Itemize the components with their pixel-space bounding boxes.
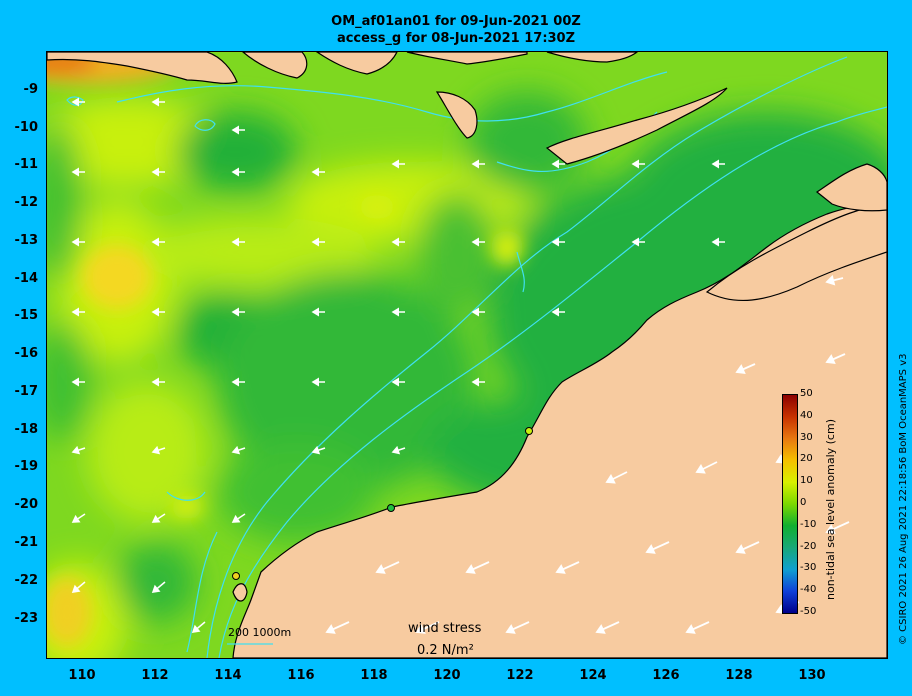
lat-tick-label: -10 bbox=[14, 120, 39, 135]
lat-tick-label: -20 bbox=[14, 497, 39, 512]
colorbar-label: non-tidal sea level anomaly (cm) bbox=[824, 419, 837, 600]
colorbar-tick: -10 bbox=[800, 519, 817, 530]
lat-tick-label: -19 bbox=[14, 459, 39, 474]
lon-tick-label: 120 bbox=[433, 668, 461, 683]
credit-text: © CSIRO 2021 26 Aug 2021 22:18:56 BoM Oc… bbox=[898, 353, 909, 646]
lat-tick-label: -13 bbox=[14, 233, 39, 248]
land-mass bbox=[47, 52, 887, 658]
colorbar-tick: 20 bbox=[800, 453, 813, 464]
wind-stress-legend-value: 0.2 N/m² bbox=[417, 643, 474, 658]
lat-tick-label: -15 bbox=[14, 308, 39, 323]
lon-tick-label: 130 bbox=[798, 668, 826, 683]
map-svg bbox=[47, 52, 887, 658]
colorbar-tick: 50 bbox=[800, 388, 813, 399]
lon-tick-label: 114 bbox=[214, 668, 242, 683]
lat-tick-label: -12 bbox=[14, 195, 39, 210]
station-marker bbox=[387, 504, 395, 512]
lat-tick-label: -9 bbox=[23, 82, 38, 97]
colorbar-tick: -50 bbox=[800, 606, 817, 617]
lon-tick-label: 128 bbox=[725, 668, 753, 683]
isobath-legend-label: 200 1000m bbox=[228, 626, 292, 639]
lat-tick-label: -18 bbox=[14, 422, 39, 437]
lon-tick-label: 122 bbox=[506, 668, 534, 683]
lat-tick-label: -17 bbox=[14, 384, 39, 399]
colorbar-tick: -30 bbox=[800, 562, 817, 573]
lat-tick-label: -21 bbox=[14, 535, 39, 550]
lon-tick-label: 124 bbox=[579, 668, 607, 683]
colorbar-tick: 30 bbox=[800, 432, 813, 443]
lon-tick-label: 118 bbox=[360, 668, 388, 683]
lat-tick-label: -16 bbox=[14, 346, 39, 361]
map-title-line1: OM_af01an01 for 09-Jun-2021 00Z bbox=[331, 14, 581, 29]
lat-tick-label: -14 bbox=[14, 271, 39, 286]
station-marker bbox=[232, 572, 240, 580]
lon-tick-label: 126 bbox=[652, 668, 680, 683]
lat-tick-label: -23 bbox=[14, 611, 39, 626]
station-marker bbox=[525, 427, 533, 435]
station-markers bbox=[232, 427, 533, 580]
lat-tick-label: -11 bbox=[14, 157, 39, 172]
map-title-line2: access_g for 08-Jun-2021 17:30Z bbox=[336, 31, 576, 46]
map-panel bbox=[46, 51, 888, 659]
lon-tick-label: 112 bbox=[141, 668, 169, 683]
colorbar-tick: 40 bbox=[800, 410, 813, 421]
lon-tick-label: 110 bbox=[68, 668, 96, 683]
colorbar-tick: 10 bbox=[800, 475, 813, 486]
wind-stress-legend-title: wind stress bbox=[408, 621, 482, 636]
colorbar-tick: -20 bbox=[800, 541, 817, 552]
lon-tick-label: 116 bbox=[287, 668, 315, 683]
lat-tick-label: -22 bbox=[14, 573, 39, 588]
wind-vectors-ocean bbox=[71, 97, 725, 633]
colorbar bbox=[782, 394, 798, 614]
colorbar-tick: 0 bbox=[800, 497, 807, 508]
colorbar-tick: -40 bbox=[800, 584, 817, 595]
